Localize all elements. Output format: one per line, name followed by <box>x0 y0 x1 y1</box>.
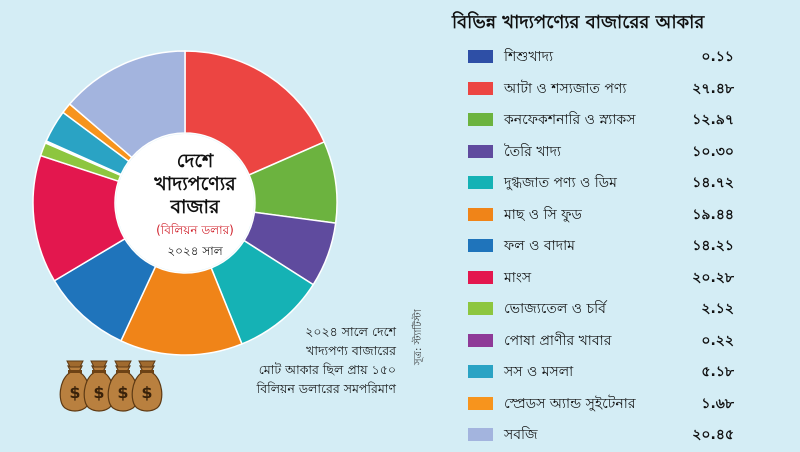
legend-value: ১০.৩০ <box>692 143 734 160</box>
legend-item: সবজি ২০.৪৫ <box>468 420 738 452</box>
money-bags-icon: $ $ $ $ <box>59 360 163 412</box>
legend-value: ২০.২৮ <box>692 269 734 286</box>
legend-swatch <box>468 270 493 284</box>
svg-text:$: $ <box>117 383 128 402</box>
legend-label: স্প্রেডস অ্যান্ড সুইটেনার <box>504 395 636 412</box>
source-credit: সূত্র: স্ট্যাটিস্টা <box>413 309 424 365</box>
donut-hole <box>116 134 254 272</box>
legend-item: তৈরি খাদ্য ১০.৩০ <box>468 137 738 169</box>
note-line: ২০২৪ সালে দেশে <box>305 324 396 339</box>
legend-value: ১৪.৭২ <box>692 175 734 191</box>
legend-item: কনফেকশনারি ও স্ন্যাকস ১২.৯৭ <box>468 105 738 137</box>
legend-label: ভোজ্যতেল ও চর্বি <box>504 301 606 317</box>
legend-value: ১.৬৮ <box>701 395 734 412</box>
legend-swatch <box>468 50 493 63</box>
legend-item: পোষা প্রাণীর খাবার ০.২২ <box>468 326 738 358</box>
svg-text:$: $ <box>93 383 104 402</box>
pie-slice-12 <box>68 50 186 159</box>
center-title-line-2: খাদ্যপণ্যের <box>154 173 236 195</box>
legend-item: ভোজ্যতেল ও চর্বি ২.১২ <box>468 294 738 326</box>
legend-swatch <box>468 333 493 347</box>
legend-swatch <box>468 113 493 126</box>
donut-center-label: দেশে খাদ্যপণ্যের বাজার (বিলিয়ন ডলার) ২০… <box>130 150 260 263</box>
legend-swatch <box>468 81 493 95</box>
legend-label: দুগ্ধজাত পণ্য ও ডিম <box>504 175 617 191</box>
note-line: খাদ্যপণ্য বাজারের <box>306 343 396 358</box>
legend-swatch <box>468 396 493 410</box>
legend-value: ৫.১৮ <box>701 364 734 380</box>
legend-label: মাছ ও সি ফুড <box>504 206 582 223</box>
legend-item: মাংস ২০.২৮ <box>468 263 738 295</box>
market-size-note: ২০২৪ সালে দেশে খাদ্যপণ্য বাজারের মোট আকা… <box>212 322 396 398</box>
legend-label: ফল ও বাদাম <box>504 238 575 254</box>
donut-svg <box>32 50 338 356</box>
legend-label: পোষা প্রাণীর খাবার <box>504 332 612 349</box>
legend-item: মাছ ও সি ফুড ১৯.৪৪ <box>468 200 738 232</box>
note-line: মোট আকার ছিল প্রায় ১৫০ <box>258 362 396 377</box>
legend-swatch <box>468 428 493 441</box>
note-line: বিলিয়ন ডলারের সমপরিমাণ <box>256 381 396 396</box>
legend-item: স্প্রেডস অ্যান্ড সুইটেনার ১.৬৮ <box>468 389 738 421</box>
legend-value: ২৭.৪৮ <box>692 80 734 97</box>
legend-label: সবজি <box>504 427 538 443</box>
center-title-line-3: বাজার <box>170 196 220 218</box>
legend-item: দুগ্ধজাত পণ্য ও ডিম ১৪.৭২ <box>468 168 738 200</box>
pie-slice-1 <box>184 50 326 176</box>
legend-label: মাংস <box>504 269 532 286</box>
legend-value: ১৯.৪৪ <box>692 206 734 223</box>
legend-label: কনফেকশনারি ও স্ন্যাকস <box>504 112 636 128</box>
legend-swatch <box>468 365 493 378</box>
legend-swatch <box>468 144 493 158</box>
legend-value: ১২.৯৭ <box>692 112 734 128</box>
legend-value: ২০.৪৫ <box>692 427 734 443</box>
legend-swatch <box>468 207 493 221</box>
chart-legend: শিশুখাদ্য ০.১১ আটা ও শস্যজাত পণ্য ২৭.৪৮ কনফে… <box>468 42 738 452</box>
legend-value: ০.১১ <box>701 49 734 65</box>
legend-value: ১৪.২১ <box>692 238 734 254</box>
legend-label: শিশুখাদ্য <box>504 49 554 65</box>
legend-swatch <box>468 302 493 315</box>
svg-text:$: $ <box>69 383 80 402</box>
legend-item: ফল ও বাদাম ১৪.২১ <box>468 231 738 263</box>
legend-label: তৈরি খাদ্য <box>504 143 561 160</box>
legend-label: আটা ও শস্যজাত পণ্য <box>504 80 627 97</box>
legend-label: সস ও মসলা <box>504 364 574 380</box>
legend-item: শিশুখাদ্য ০.১১ <box>468 42 738 74</box>
donut-chart: দেশে খাদ্যপণ্যের বাজার (বিলিয়ন ডলার) ২০… <box>32 50 338 356</box>
legend-swatch <box>468 176 493 189</box>
center-year: ২০২৪ সাল <box>167 244 223 258</box>
svg-text:$: $ <box>141 383 152 402</box>
legend-swatch <box>468 239 493 252</box>
center-title-line-1: দেশে <box>176 150 214 172</box>
legend-item: সস ও মসলা ৫.১৮ <box>468 357 738 389</box>
center-unit: (বিলিয়ন ডলার) <box>156 223 234 237</box>
legend-item: আটা ও শস্যজাত পণ্য ২৭.৪৮ <box>468 74 738 106</box>
legend-value: ২.১২ <box>701 301 734 317</box>
legend-value: ০.২২ <box>701 332 734 349</box>
legend-title: বিভিন্ন খাদ্যপণ্যের বাজারের আকার <box>452 12 705 33</box>
